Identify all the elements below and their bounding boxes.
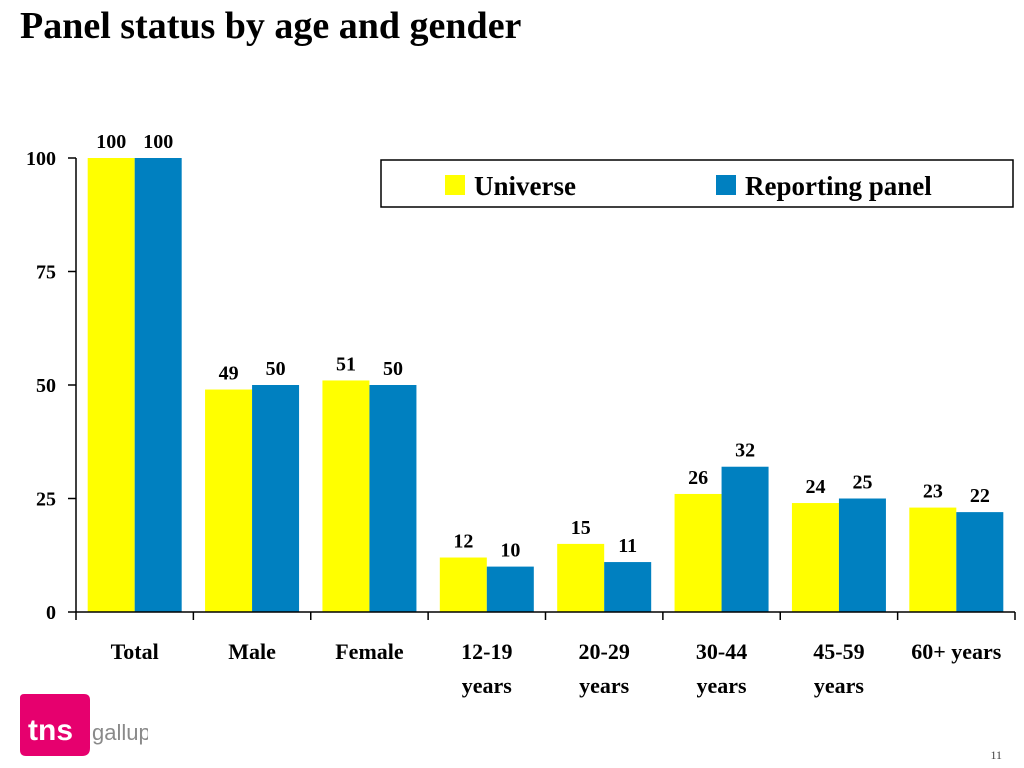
y-tick-label: 50 (36, 375, 56, 397)
bar-reporting-panel-6 (838, 498, 886, 612)
bar-universe-7 (909, 507, 957, 612)
y-tick-label: 100 (26, 148, 56, 170)
bar-universe-6 (791, 503, 839, 612)
bar-universe-3 (439, 557, 487, 612)
category-label: years (697, 673, 748, 698)
category-label: 45-59 (813, 639, 864, 664)
bar-reporting-panel-0 (134, 158, 182, 612)
value-label: 12 (453, 531, 473, 553)
bar-universe-2 (322, 380, 370, 612)
value-label: 100 (143, 131, 173, 153)
value-label: 100 (96, 131, 126, 153)
labels-layer: 100 49 51 12 15 26 24 23 100 50 50 10 11 32 25 22 (96, 131, 990, 562)
legend-label: Universe (474, 171, 576, 201)
value-label: 15 (571, 517, 591, 539)
y-tick-label: 25 (36, 489, 56, 511)
y-tick-label: 75 (36, 262, 56, 284)
category-label: Total (111, 639, 159, 664)
category-label: Female (335, 639, 404, 664)
value-label: 51 (336, 353, 356, 375)
legend-label: Reporting panel (745, 171, 932, 201)
bar-reporting-panel-2 (369, 385, 417, 612)
bar-universe-5 (674, 493, 722, 612)
bar-universe-4 (557, 543, 605, 612)
bar-chart: 0 25 50 75 100 Total Male Female 12-19 years 20-29… (26, 131, 1016, 698)
category-label: 20-29 (579, 639, 630, 664)
category-label: 12-19 (461, 639, 512, 664)
bar-reporting-panel-5 (721, 466, 769, 612)
value-label: 11 (618, 535, 637, 557)
value-label: 32 (735, 440, 755, 462)
bars-layer (87, 158, 1004, 612)
axes-layer: 0 25 50 75 100 Total Male Female 12-19 years 20-29… (26, 148, 1016, 698)
bar-reporting-panel-4 (604, 562, 652, 612)
value-label: 25 (852, 472, 872, 494)
bar-reporting-panel-7 (956, 512, 1004, 612)
bar-reporting-panel-1 (252, 385, 300, 612)
svg-text:gallup: gallup (92, 720, 148, 745)
tns-gallup-logo: tns gallup (20, 694, 148, 756)
page-number: 11 (990, 748, 1002, 762)
legend: Universe Reporting panel (380, 159, 1014, 208)
legend-swatch (716, 175, 736, 195)
y-tick-label: 0 (46, 602, 56, 624)
category-label: 60+ years (911, 639, 1002, 664)
value-label: 50 (383, 358, 403, 380)
bar-universe-1 (205, 389, 253, 612)
value-label: 23 (923, 481, 943, 503)
legend-box (380, 159, 1014, 208)
value-label: 49 (219, 363, 239, 385)
legend-swatch (445, 175, 465, 195)
value-label: 50 (266, 358, 286, 380)
category-label: years (814, 673, 865, 698)
category-label: 30-44 (696, 639, 747, 664)
category-label: years (579, 673, 630, 698)
category-label: years (462, 673, 513, 698)
value-label: 10 (500, 540, 520, 562)
value-label: 26 (688, 467, 708, 489)
logo-mark (20, 694, 90, 756)
svg-text:tns: tns (28, 714, 73, 747)
value-label: 22 (970, 485, 990, 507)
category-label: Male (228, 639, 276, 664)
bar-universe-0 (87, 158, 135, 612)
bar-reporting-panel-3 (486, 566, 534, 612)
value-label: 24 (805, 476, 825, 498)
page-title: Panel status by age and gender (20, 5, 522, 47)
